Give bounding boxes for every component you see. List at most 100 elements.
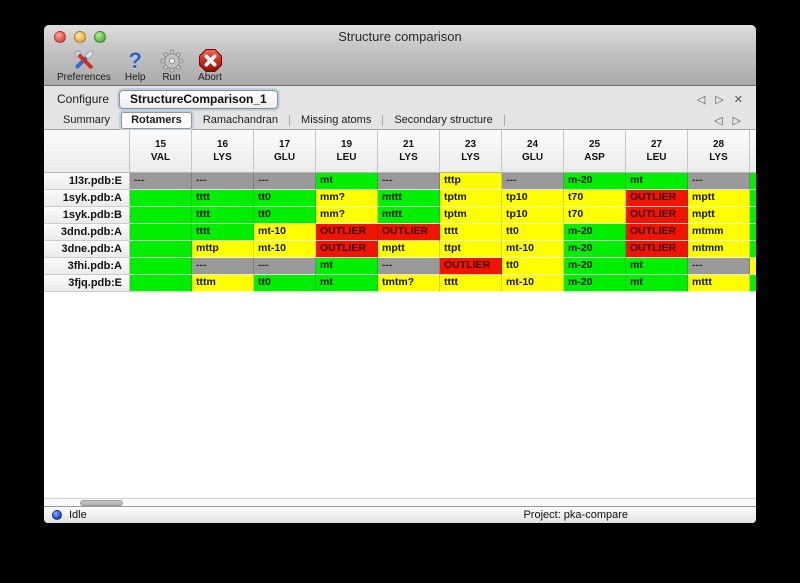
tab-rotamers[interactable]: Rotamers — [121, 112, 192, 129]
row-label[interactable]: 3dne.pdb:A — [44, 241, 130, 258]
triangle-right-icon[interactable]: ▷ — [732, 115, 741, 127]
rotamer-cell[interactable]: mt — [316, 258, 378, 275]
row-label[interactable]: 3fjq.pdb:E — [44, 275, 130, 292]
minimize-window-button[interactable] — [74, 31, 86, 43]
rotamer-cell[interactable]: tt0 — [502, 258, 564, 275]
rotamer-cell[interactable]: m-20 — [564, 275, 626, 292]
rotamer-cell[interactable]: mt — [626, 258, 688, 275]
toolbar-item-preferences[interactable]: Preferences — [52, 48, 116, 83]
rotamer-cell[interactable]: tptm — [440, 190, 502, 207]
rotamer-cell[interactable]: t — [130, 258, 192, 275]
close-window-button[interactable] — [54, 31, 66, 43]
tab-missing-atoms[interactable]: Missing atoms — [301, 114, 372, 126]
tab-ramachandran[interactable]: Ramachandran — [202, 114, 279, 126]
rotamer-cell[interactable]: OUTLIER — [378, 224, 440, 241]
rotamer-cell[interactable]: t70 — [564, 207, 626, 224]
rotamer-cell[interactable]: tttt — [192, 224, 254, 241]
rotamer-cell[interactable]: ttpt — [440, 241, 502, 258]
column-header[interactable]: 25 ASP — [564, 130, 626, 173]
rotamer-cell[interactable]: mttp — [192, 241, 254, 258]
rotamer-cell[interactable]: --- — [254, 258, 316, 275]
rotamer-cell[interactable]: OUTLIER — [316, 241, 378, 258]
rotamer-cell[interactable]: mt-10 — [502, 275, 564, 292]
rotamer-cell[interactable]: t70 — [564, 190, 626, 207]
rotamer-cell[interactable]: --- — [192, 173, 254, 190]
rotamer-cell[interactable]: OUTLIER — [626, 207, 688, 224]
rotamer-cell[interactable]: tp10 — [502, 190, 564, 207]
rotamer-cell[interactable]: mt — [316, 173, 378, 190]
rotamer-cell[interactable]: tp10 — [502, 207, 564, 224]
triangle-right-icon[interactable]: ▷ — [715, 93, 724, 106]
rotamer-cell[interactable]: tmtm? — [378, 275, 440, 292]
rotamer-cell[interactable]: mt — [316, 275, 378, 292]
triangle-left-icon[interactable]: ◁ — [696, 93, 706, 106]
column-header[interactable]: 15 VAL — [130, 130, 192, 173]
rotamer-cell[interactable]: m-20 — [564, 241, 626, 258]
rotamer-cell[interactable]: mt — [626, 173, 688, 190]
rotamer-cell[interactable]: --- — [688, 258, 750, 275]
rotamer-cell[interactable]: OUTLIER — [440, 258, 502, 275]
row-label[interactable]: 1syk.pdb:A — [44, 190, 130, 207]
scrollbar-thumb[interactable] — [80, 500, 123, 506]
rotamer-cell[interactable]: mttt — [688, 275, 750, 292]
row-label[interactable]: 3fhi.pdb:A — [44, 258, 130, 275]
rotamer-cell[interactable]: tt0 — [254, 207, 316, 224]
toolbar-item-help[interactable]: ? Help — [120, 48, 151, 83]
rotamer-cell[interactable]: mt-10 — [254, 224, 316, 241]
rotamer-cell[interactable]: t — [130, 190, 192, 207]
rotamer-cell[interactable]: --- — [378, 258, 440, 275]
column-header[interactable]: 16 LYS — [192, 130, 254, 173]
rotamer-cell[interactable]: mtmm — [688, 241, 750, 258]
rotamer-cell[interactable]: OUTLIER — [626, 224, 688, 241]
rotamer-cell[interactable]: mm? — [316, 207, 378, 224]
column-header[interactable]: 27 LEU — [626, 130, 688, 173]
column-header[interactable]: 17 GLU — [254, 130, 316, 173]
column-header[interactable]: 23 LYS — [440, 130, 502, 173]
rotamer-cell[interactable]: tttt — [192, 207, 254, 224]
rotamer-cell[interactable]: tt0 — [502, 224, 564, 241]
row-label[interactable]: 3dnd.pdb:A — [44, 224, 130, 241]
rotamer-cell[interactable]: t — [130, 275, 192, 292]
rotamer-cell[interactable]: tt0 — [254, 190, 316, 207]
column-header[interactable]: 28 LYS — [688, 130, 750, 173]
rotamer-cell[interactable]: tptm — [440, 207, 502, 224]
rotamer-cell[interactable]: tttt — [192, 190, 254, 207]
rotamer-cell[interactable]: --- — [378, 173, 440, 190]
configuration-chip[interactable]: StructureComparison_1 — [119, 89, 278, 109]
zoom-window-button[interactable] — [94, 31, 106, 43]
row-label[interactable]: 1l3r.pdb:E — [44, 173, 130, 190]
rotamer-cell[interactable]: tttm — [192, 275, 254, 292]
rotamer-cell[interactable]: t — [130, 224, 192, 241]
rotamer-cell[interactable]: tttt — [440, 224, 502, 241]
rotamer-cell[interactable]: m-20 — [564, 258, 626, 275]
close-icon[interactable]: ✕ — [733, 93, 743, 106]
rotamer-cell[interactable]: mptt — [378, 241, 440, 258]
triangle-left-icon[interactable]: ◁ — [714, 115, 723, 127]
rotamer-cell[interactable]: --- — [130, 173, 192, 190]
rotamer-cell[interactable]: mptt — [688, 190, 750, 207]
rotamer-cell[interactable]: mt-10 — [254, 241, 316, 258]
horizontal-scrollbar[interactable] — [44, 498, 756, 506]
rotamer-cell[interactable]: --- — [688, 173, 750, 190]
rotamer-cell[interactable]: mttt — [378, 190, 440, 207]
column-header[interactable]: 21 LYS — [378, 130, 440, 173]
rotamer-cell[interactable]: tt0 — [254, 275, 316, 292]
rotamer-cell[interactable]: --- — [254, 173, 316, 190]
rotamer-cell[interactable]: OUTLIER — [626, 190, 688, 207]
rotamer-cell[interactable]: t — [130, 241, 192, 258]
rotamer-cell[interactable]: mt — [626, 275, 688, 292]
toolbar-item-abort[interactable]: Abort — [193, 48, 228, 83]
rotamer-cell[interactable]: --- — [192, 258, 254, 275]
rotamer-cell[interactable]: --- — [502, 173, 564, 190]
rotamer-cell[interactable]: OUTLIER — [316, 224, 378, 241]
row-label[interactable]: 1syk.pdb:B — [44, 207, 130, 224]
rotamer-cell[interactable]: mttt — [378, 207, 440, 224]
rotamer-cell[interactable]: mtmm — [688, 224, 750, 241]
rotamer-cell[interactable]: tttt — [440, 275, 502, 292]
rotamer-cell[interactable]: mptt — [688, 207, 750, 224]
column-header[interactable]: 24 GLU — [502, 130, 564, 173]
tab-summary[interactable]: Summary — [63, 114, 111, 126]
rotamer-cell[interactable]: mm? — [316, 190, 378, 207]
rotamer-cell[interactable]: tttp — [440, 173, 502, 190]
rotamer-cell[interactable]: m-20 — [564, 173, 626, 190]
